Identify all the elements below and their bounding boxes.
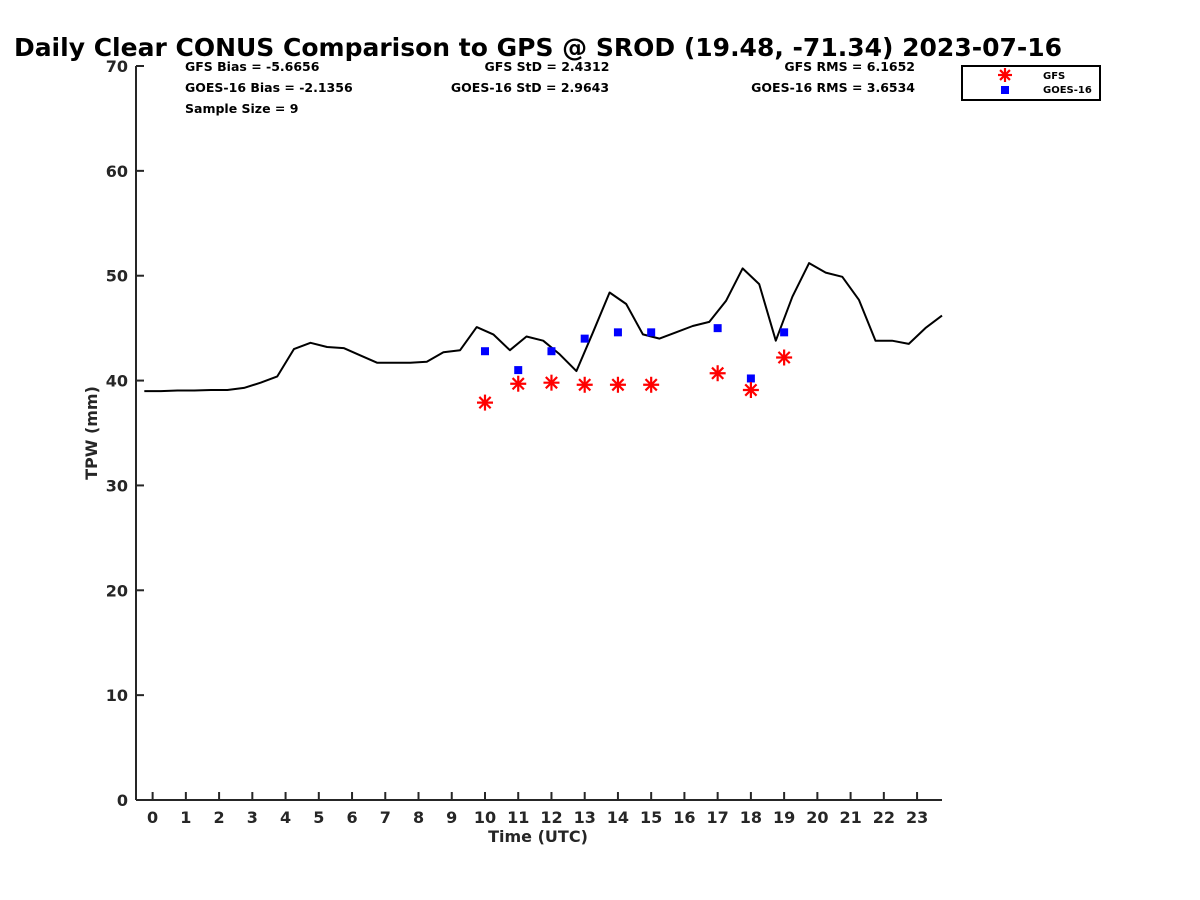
x-tick-label: 12 [540,808,562,827]
gfs-point [776,349,793,366]
x-tick-label: 15 [640,808,662,827]
x-tick-label: 3 [247,808,258,827]
gfs-point [643,376,660,393]
gfs-rms-text: GFS RMS = 6.1652 [784,59,915,74]
goes-point [746,374,755,383]
goes-point [580,334,589,343]
y-axis-ticks: 0 10 20 30 40 50 60 70 [106,57,144,810]
goes-point [480,347,489,356]
x-tick-label: 16 [673,808,695,827]
plot-axes [135,66,942,801]
x-tick-label: 1 [180,808,191,827]
y-tick-label: 20 [106,581,128,600]
x-tick-label: 17 [707,808,729,827]
goes-point [514,366,523,375]
x-tick-label: 22 [873,808,895,827]
x-tick-label: 18 [740,808,762,827]
legend-gfs-label: GFS [1043,71,1065,82]
x-tick-label: 8 [413,808,424,827]
plot-data [144,262,943,411]
x-tick-label: 14 [607,808,629,827]
chart-title: Daily Clear CONUS Comparison to GPS @ SR… [14,33,1062,62]
gfs-std-text: GFS StD = 2.4312 [485,59,610,74]
legend-goes-label: GOES-16 [1043,85,1092,96]
goes-point [547,347,556,356]
x-tick-label: 19 [773,808,795,827]
y-tick-label: 10 [106,686,128,705]
x-tick-label: 20 [806,808,828,827]
gfs-point [742,382,759,399]
gps-series-line [144,262,943,393]
gfs-point [576,376,593,393]
goes-std-text: GOES-16 StD = 2.9643 [451,80,609,95]
x-tick-label: 10 [474,808,496,827]
y-tick-label: 30 [106,476,128,495]
gfs-legend-star [998,68,1012,82]
x-tick-label: 23 [906,808,928,827]
goes-point [780,328,789,337]
sample-size-text: Sample Size = 9 [185,101,298,116]
y-tick-label: 60 [106,162,128,181]
x-tick-label: 9 [446,808,457,827]
legend: GFS GOES-16 [961,65,1101,101]
y-tick-label: 70 [106,57,128,76]
goes-bias-text: GOES-16 Bias = -2.1356 [185,80,353,95]
gfs-point [543,374,560,391]
x-tick-label: 21 [839,808,861,827]
goes-point [613,328,622,337]
legend-box [961,65,1101,101]
legend-goes-marker [1001,86,1009,94]
x-tick-label: 0 [147,808,158,827]
x-tick-label: 4 [280,808,291,827]
x-tick-label: 6 [346,808,357,827]
x-tick-label: 11 [507,808,529,827]
y-tick-label: 50 [106,267,128,286]
goes-point [647,328,656,337]
goes-rms-text: GOES-16 RMS = 3.6534 [751,80,915,95]
gfs-point [510,375,527,392]
gfs-point [709,365,726,382]
x-axis-label: Time (UTC) [488,827,588,846]
legend-gfs-marker [998,68,1012,82]
stats-block: GFS Bias = -5.6656 GFS StD = 2.4312 GFS … [185,59,915,116]
x-tick-label: 13 [574,808,596,827]
x-axis-ticks: 0 1 2 3 4 5 6 7 8 9 10 11 12 13 14 15 16 17 18 19 20 21 22 23 [147,792,928,827]
goes-point [713,324,722,333]
x-tick-label: 7 [380,808,391,827]
y-tick-label: 40 [106,372,128,391]
y-tick-label: 0 [117,791,128,810]
gfs-point [476,394,493,411]
y-axis-label: TPW (mm) [82,386,101,480]
gfs-point [609,376,626,393]
x-tick-label: 5 [313,808,324,827]
gfs-bias-text: GFS Bias = -5.6656 [185,59,320,74]
x-tick-label: 2 [214,808,225,827]
